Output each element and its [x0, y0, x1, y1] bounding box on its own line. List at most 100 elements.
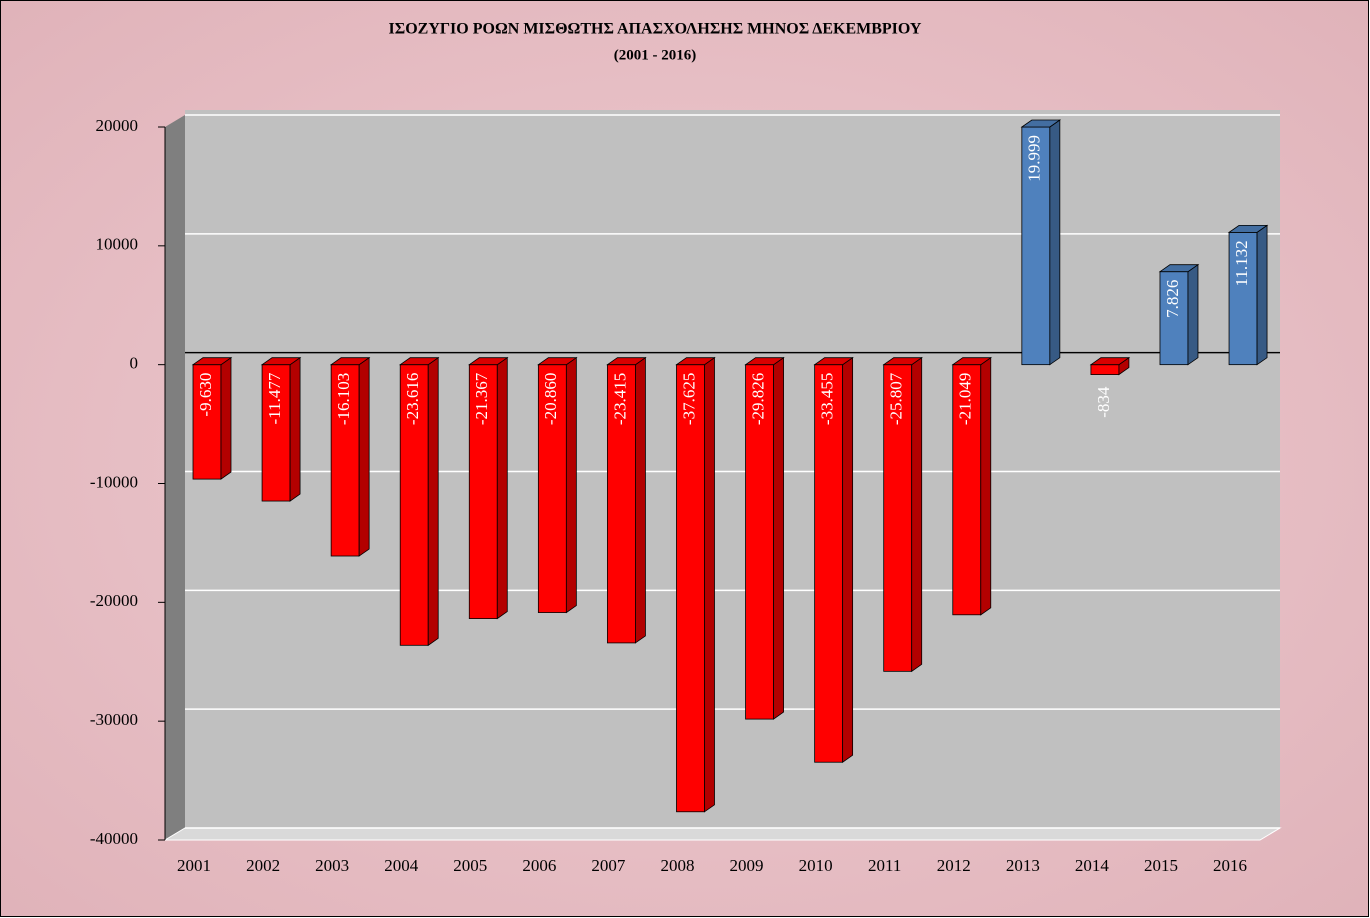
bar-top	[468, 357, 509, 366]
bar	[537, 356, 578, 614]
bar-top	[951, 357, 993, 366]
x-tick-label: 2005	[453, 856, 487, 875]
bar-side	[1256, 224, 1268, 366]
bar	[191, 356, 233, 480]
x-tick-label: 2014	[1075, 856, 1110, 875]
bar-front	[1159, 271, 1189, 366]
data-label: -37.625	[679, 373, 698, 425]
bar-top	[329, 357, 371, 366]
bar-front	[261, 364, 291, 502]
bar-top	[1020, 119, 1062, 128]
bar-front	[1090, 364, 1120, 375]
side-wall	[165, 115, 185, 840]
bar-side	[773, 356, 784, 720]
bar	[468, 356, 509, 620]
x-tick-label: 2003	[315, 856, 349, 875]
bar-side	[565, 356, 577, 614]
bar-top	[813, 357, 854, 366]
bar-front	[676, 364, 705, 813]
data-label: -23.616	[403, 373, 422, 425]
data-label: -834	[1094, 386, 1113, 418]
x-tick-label: 2016	[1213, 856, 1247, 875]
x-tick-label: 2013	[1006, 856, 1040, 875]
x-tick-label: 2001	[177, 856, 211, 875]
data-label: -29.826	[748, 373, 767, 425]
data-label: -21.367	[472, 372, 491, 425]
bar-top	[1158, 264, 1200, 273]
bar-front	[537, 364, 567, 613]
bar-side	[842, 356, 854, 763]
data-label: -21.049	[956, 373, 975, 425]
data-label: -9.630	[196, 373, 215, 417]
data-label: 7.826	[1163, 280, 1182, 318]
bar-side	[704, 356, 715, 813]
bar	[329, 356, 371, 557]
back-wall	[185, 110, 1280, 828]
bar-front	[952, 364, 982, 616]
bar	[813, 356, 854, 763]
bar-side	[911, 356, 923, 673]
x-tick-label: 2008	[660, 856, 694, 875]
data-label: -33.455	[818, 373, 837, 425]
bar-side	[496, 356, 508, 620]
bar	[1020, 119, 1062, 366]
bar-side	[289, 356, 301, 502]
x-tick-label: 2010	[799, 856, 833, 875]
bar	[675, 356, 716, 813]
y-tick-label: -20000	[90, 591, 138, 610]
y-tick-label: 10000	[96, 235, 139, 254]
data-label: -25.807	[887, 372, 906, 425]
bar-top	[398, 357, 440, 366]
bar-top	[191, 357, 233, 366]
y-tick-label: 0	[130, 354, 139, 373]
y-tick-label: -30000	[90, 710, 138, 729]
data-label: -20.860	[541, 373, 560, 425]
bar	[951, 356, 993, 616]
bar-side	[1187, 263, 1199, 366]
bar	[1158, 263, 1200, 366]
bar-side	[980, 356, 992, 616]
data-label: 11.132	[1232, 240, 1251, 286]
chart-title: ΙΣΟΖΥΓΙΟ ΡΟΩΝ ΜΙΣΘΩΤΗΣ ΑΠΑΣΧΟΛΗΣΗΣ ΜΗΝΟΣ…	[389, 21, 922, 38]
bar-side	[220, 356, 232, 480]
x-tick-label: 2015	[1144, 856, 1178, 875]
bar	[398, 356, 440, 647]
bar-top	[882, 357, 923, 366]
bar-top	[1089, 357, 1131, 366]
data-label: -23.415	[610, 373, 629, 425]
x-tick-label: 2009	[730, 856, 764, 875]
y-tick-label: -40000	[90, 829, 138, 848]
x-tick-label: 2007	[591, 856, 626, 875]
bar	[882, 356, 923, 673]
bar-top	[260, 357, 302, 366]
bar-side	[427, 356, 439, 647]
bar	[1089, 356, 1131, 376]
bar-side	[358, 356, 370, 557]
data-label: -11.477	[265, 372, 284, 424]
data-label: -16.103	[334, 373, 353, 425]
bar-top	[744, 357, 785, 366]
bar-front	[814, 364, 844, 763]
bar-side	[635, 356, 646, 644]
floor	[163, 827, 1282, 841]
bar	[606, 356, 647, 644]
x-tick-label: 2011	[868, 856, 901, 875]
bar-top	[675, 357, 716, 366]
bar-top	[537, 357, 578, 366]
x-tick-label: 2002	[246, 856, 280, 875]
y-tick-label: -10000	[90, 472, 138, 491]
y-tick-label: 20000	[96, 116, 139, 135]
bar	[260, 356, 302, 502]
bar-front	[399, 364, 429, 646]
x-tick-label: 2006	[522, 856, 556, 875]
x-tick-label: 2012	[937, 856, 971, 875]
bar-front	[192, 364, 222, 480]
chart-subtitle: (2001 - 2016)	[614, 47, 697, 63]
bar-front	[1228, 231, 1258, 366]
x-tick-label: 2004	[384, 856, 419, 875]
bar-top	[606, 357, 647, 366]
bar	[1227, 224, 1269, 366]
bar-top	[1227, 224, 1269, 233]
